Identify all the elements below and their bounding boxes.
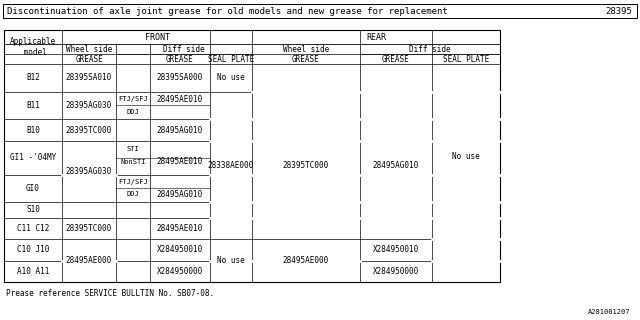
Text: A10 A11: A10 A11 (17, 267, 49, 276)
Text: Prease reference SERVICE BULLTIN No. SB07-08.: Prease reference SERVICE BULLTIN No. SB0… (6, 290, 214, 299)
Text: GREASE: GREASE (166, 54, 194, 63)
Text: GI0: GI0 (26, 184, 40, 193)
Text: DDJ: DDJ (127, 191, 140, 197)
Text: No use: No use (217, 73, 245, 82)
Text: SEAL PLATE: SEAL PLATE (208, 54, 254, 63)
Text: FTJ/SFJ: FTJ/SFJ (118, 96, 148, 102)
Text: 28495AG010: 28495AG010 (157, 190, 203, 199)
Text: REAR: REAR (366, 33, 386, 42)
Text: B11: B11 (26, 101, 40, 110)
Text: 28495AE010: 28495AE010 (157, 157, 203, 166)
Text: 28395AG030: 28395AG030 (66, 167, 112, 176)
Text: GI1 -'04MY: GI1 -'04MY (10, 153, 56, 162)
Text: FTJ/SFJ: FTJ/SFJ (118, 179, 148, 185)
Text: C11 C12: C11 C12 (17, 224, 49, 233)
Text: 28495AE000: 28495AE000 (283, 256, 329, 265)
Text: No use: No use (217, 256, 245, 265)
Text: 28495AE000: 28495AE000 (66, 256, 112, 265)
Text: X284950010: X284950010 (373, 245, 419, 254)
Text: 28495AE010: 28495AE010 (157, 95, 203, 104)
Text: GREASE: GREASE (75, 54, 103, 63)
Text: Wheel side: Wheel side (66, 44, 112, 53)
Text: FRONT: FRONT (145, 33, 170, 42)
Text: SEAL PLATE: SEAL PLATE (443, 54, 489, 63)
Text: 28495AG010: 28495AG010 (373, 161, 419, 170)
Text: X284950000: X284950000 (373, 267, 419, 276)
Text: Diff side: Diff side (409, 44, 451, 53)
Text: GREASE: GREASE (292, 54, 320, 63)
Text: X284950010: X284950010 (157, 245, 203, 254)
Text: STI: STI (127, 146, 140, 152)
Text: 28395TC000: 28395TC000 (66, 125, 112, 134)
Text: Discontinuation of axle joint grease for old models and new grease for replaceme: Discontinuation of axle joint grease for… (7, 6, 448, 15)
Text: 28495AG010: 28495AG010 (157, 125, 203, 134)
Bar (4, 30, 500, 282)
Bar (3, 4, 637, 18)
Text: X284950000: X284950000 (157, 267, 203, 276)
Text: Wheel side: Wheel side (283, 44, 329, 53)
Text: No use: No use (452, 151, 480, 161)
Text: B12: B12 (26, 73, 40, 82)
Text: 28395: 28395 (605, 6, 632, 15)
Text: S10: S10 (26, 205, 40, 214)
Text: 28395TC000: 28395TC000 (66, 224, 112, 233)
Text: 28395SA000: 28395SA000 (157, 73, 203, 82)
Text: B10: B10 (26, 125, 40, 134)
Text: 28338AE000: 28338AE000 (208, 161, 254, 170)
Text: Diff side: Diff side (163, 44, 205, 53)
Text: C10 J10: C10 J10 (17, 245, 49, 254)
Text: 28495AE010: 28495AE010 (157, 224, 203, 233)
Text: Applicable
 model: Applicable model (10, 37, 56, 57)
Text: GREASE: GREASE (382, 54, 410, 63)
Text: 28395TC000: 28395TC000 (283, 161, 329, 170)
Text: 28395AG030: 28395AG030 (66, 101, 112, 110)
Text: NonSTI: NonSTI (120, 159, 146, 165)
Text: A281001207: A281001207 (588, 309, 630, 315)
Text: DDJ: DDJ (127, 108, 140, 115)
Text: 28395SA010: 28395SA010 (66, 73, 112, 82)
